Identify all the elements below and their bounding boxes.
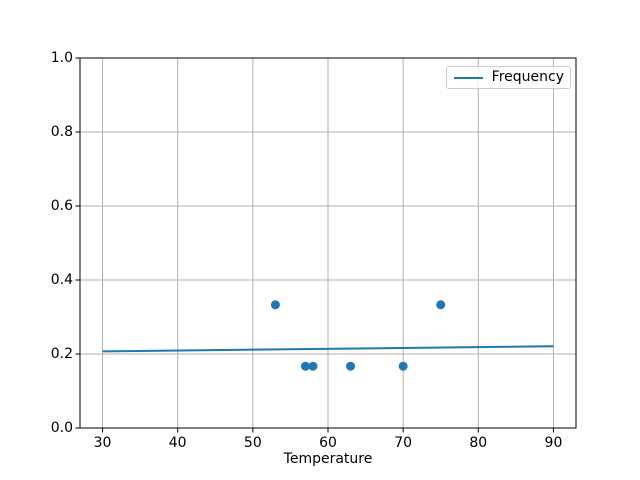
- y-tick-label: 0.8: [50, 124, 73, 140]
- x-tick-label: 50: [243, 435, 262, 451]
- x-tick-label: 70: [394, 435, 413, 451]
- frequency-trend-line: [102, 345, 554, 353]
- data-point: [308, 361, 318, 371]
- x-tick-label: 80: [469, 435, 488, 451]
- legend-line-sample: [453, 76, 483, 79]
- legend: Frequency: [445, 66, 571, 89]
- x-tick-label: 30: [93, 435, 112, 451]
- data-point: [270, 300, 280, 310]
- data-point: [300, 361, 310, 371]
- x-tick-label: 90: [544, 435, 563, 451]
- y-tick-label: 0.4: [50, 272, 73, 288]
- y-tick-label: 0.0: [50, 420, 73, 436]
- x-axis-label: Temperature: [283, 451, 373, 467]
- data-point: [436, 300, 446, 310]
- y-tick-label: 0.2: [50, 346, 73, 362]
- x-tick-label: 60: [319, 435, 337, 451]
- data-point: [398, 361, 408, 371]
- x-tick-label: 40: [168, 435, 187, 451]
- y-tick-label: 1.0: [50, 50, 73, 66]
- data-point: [346, 361, 356, 371]
- y-tick-label: 0.6: [50, 198, 73, 214]
- legend-entry-label: Frequency: [491, 69, 564, 85]
